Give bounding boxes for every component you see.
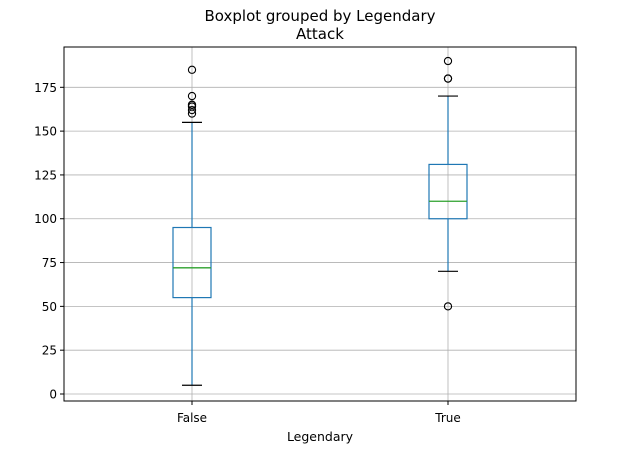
outlier-point [443, 56, 453, 66]
y-tick-label: 25 [42, 344, 57, 358]
y-tick-label: 125 [34, 168, 57, 182]
y-axis-ticks: 0 25 50 75 100 125 150 175 [34, 81, 64, 401]
box-layer [172, 56, 468, 386]
grid-layer [64, 47, 576, 401]
x-tick-label: False [177, 411, 207, 425]
box-iqr [428, 163, 468, 220]
x-tick-label: True [434, 411, 461, 425]
outlier-point [187, 91, 197, 101]
y-tick-label: 75 [42, 256, 57, 270]
chart-title: Boxplot grouped by Legendary [205, 7, 436, 25]
plot-frame [63, 46, 577, 402]
y-tick-label: 175 [34, 81, 57, 95]
y-tick-label: 50 [42, 300, 57, 314]
outlier-point [187, 65, 197, 74]
y-tick-label: 150 [34, 125, 57, 139]
outlier-point [443, 74, 453, 83]
outlier-point [187, 100, 197, 109]
box-iqr [172, 226, 212, 299]
outlier-point [187, 105, 197, 115]
y-tick-label: 100 [34, 212, 57, 226]
chart-subtitle: Attack [296, 25, 344, 43]
x-axis-label: Legendary [287, 429, 354, 444]
outlier-point [443, 302, 453, 311]
y-tick-label: 0 [49, 387, 57, 401]
x-axis-ticks: False True [177, 401, 461, 425]
